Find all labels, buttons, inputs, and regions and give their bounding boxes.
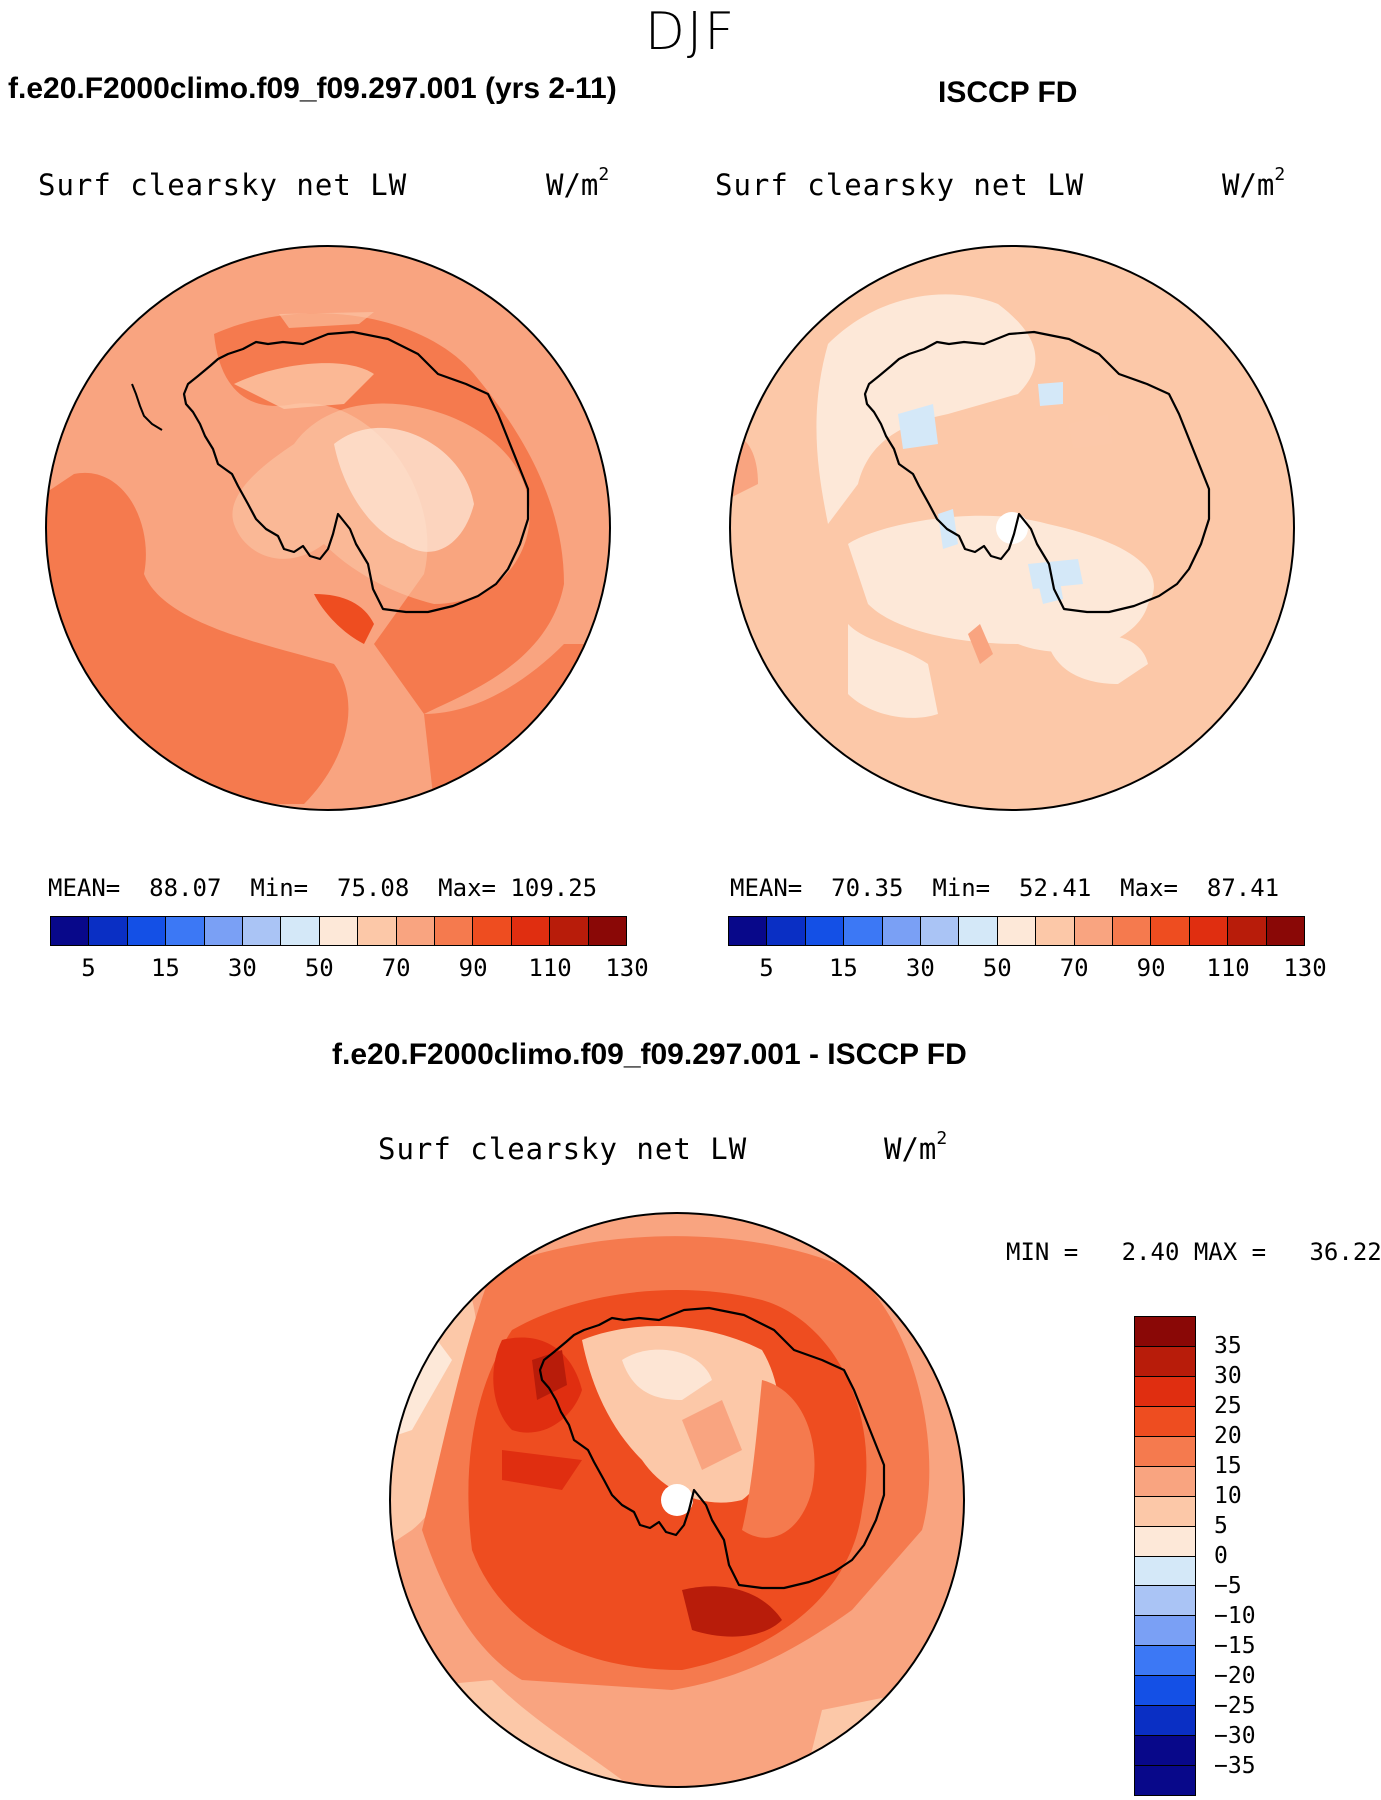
diff-colorbar-tick-label: 20 <box>1214 1423 1242 1449</box>
obs-colorbar-tick-label: 130 <box>1283 954 1327 982</box>
obs-colorbar-tick-label: 90 <box>1136 954 1166 982</box>
obs-colorbar-tick-label: 110 <box>1206 954 1250 982</box>
diff-stats: MIN = 2.40 MAX = 36.22 <box>1006 1238 1381 1266</box>
diff-colorbar-tick-label: 10 <box>1214 1483 1242 1509</box>
diff-colorbar-tick-label: −30 <box>1214 1723 1256 1749</box>
diff-colorbar-swatch <box>1135 1496 1195 1527</box>
obs-colorbar-tick-label: 30 <box>905 954 935 982</box>
diff-variable-label: Surf clearsky net LW <box>378 1132 748 1166</box>
model-colorbar-swatch <box>358 917 397 945</box>
diff-colorbar-swatch <box>1135 1526 1195 1557</box>
diff-colorbar-tick-label: −20 <box>1214 1663 1256 1689</box>
diff-colorbar-swatch <box>1135 1556 1195 1587</box>
diff-colorbar-tick-label: −35 <box>1214 1753 1256 1779</box>
model-colorbar-swatch <box>588 917 627 945</box>
model-colorbar-swatch <box>435 917 474 945</box>
obs-colorbar-swatch <box>882 917 922 945</box>
diff-colorbar-tick-label: −10 <box>1214 1603 1256 1629</box>
diff-colorbar-swatch <box>1135 1466 1195 1497</box>
obs-colorbar-swatch <box>1189 917 1229 945</box>
obs-polar-map <box>718 244 1306 812</box>
model-colorbar-swatch <box>319 917 359 945</box>
diff-colorbar-swatch <box>1135 1646 1195 1677</box>
diff-colorbar-swatch <box>1135 1586 1195 1617</box>
model-colorbar-swatch <box>204 917 244 945</box>
obs-units-label: W/m2 <box>1222 164 1286 202</box>
diff-colorbar-swatch <box>1135 1706 1195 1737</box>
diff-colorbar-tick-label: 35 <box>1214 1333 1242 1359</box>
diff-colorbar-swatch <box>1135 1406 1195 1437</box>
diff-colorbar-tick-label: −5 <box>1214 1573 1242 1599</box>
diff-colorbar-tick-label: −15 <box>1214 1633 1256 1659</box>
diff-colorbar-swatch <box>1135 1676 1195 1707</box>
obs-colorbar-swatch <box>1074 917 1114 945</box>
diff-colorbar-swatch <box>1135 1766 1195 1795</box>
diff-colorbar-labels: 35 30 25 20 15 10 5 0 −5 −10 −15 −20 −25 −30 −35 <box>1214 1316 1334 1796</box>
model-variable-label: Surf clearsky net LW <box>38 168 408 202</box>
diff-colorbar-swatch <box>1135 1346 1195 1377</box>
diff-colorbar-tick-label: 25 <box>1214 1393 1242 1419</box>
obs-colorbar-swatch <box>844 917 883 945</box>
obs-colorbar-swatch <box>1113 917 1152 945</box>
diff-colorbar-swatch <box>1135 1376 1195 1407</box>
diff-colorbar-tick-label: −25 <box>1214 1693 1256 1719</box>
model-colorbar-swatch <box>127 917 167 945</box>
obs-colorbar-swatch <box>997 917 1037 945</box>
model-colorbar-tick-label: 70 <box>381 954 411 982</box>
diff-colorbar-tick-label: 30 <box>1214 1363 1242 1389</box>
diff-colorbar <box>1134 1316 1196 1796</box>
model-colorbar-swatch <box>396 917 436 945</box>
model-colorbar-swatch <box>51 917 90 945</box>
diff-colorbar-swatch <box>1135 1736 1195 1767</box>
diff-colorbar-tick-label: 0 <box>1214 1543 1228 1569</box>
season-title: DJF <box>644 2 737 62</box>
obs-colorbar-tick-label: 15 <box>828 954 858 982</box>
model-colorbar-swatch <box>511 917 551 945</box>
model-colorbar-tick-label: 130 <box>605 954 649 982</box>
obs-colorbar-swatch <box>767 917 806 945</box>
obs-colorbar-tick-label: 70 <box>1059 954 1089 982</box>
obs-colorbar-swatch <box>1266 917 1305 945</box>
obs-colorbar-tick-label: 50 <box>982 954 1012 982</box>
model-colorbar-swatch <box>473 917 512 945</box>
diff-colorbar-swatch <box>1135 1317 1195 1347</box>
obs-colorbar-ticks: 5 15 30 50 70 90 110 130 <box>728 954 1326 984</box>
obs-variable-label: Surf clearsky net LW <box>715 168 1085 202</box>
model-colorbar <box>50 916 627 946</box>
diff-polar-map <box>382 1210 972 1790</box>
model-colorbar-swatch <box>550 917 589 945</box>
model-colorbar-swatch <box>89 917 128 945</box>
obs-colorbar-swatch <box>805 917 845 945</box>
diff-colorbar-swatch <box>1135 1616 1195 1647</box>
model-units-label: W/m2 <box>546 164 610 202</box>
obs-colorbar-swatch <box>1036 917 1075 945</box>
model-colorbar-tick-label: 5 <box>81 954 96 982</box>
diff-colorbar-tick-label: 5 <box>1214 1513 1228 1539</box>
model-polar-map <box>44 244 612 812</box>
obs-colorbar-swatch <box>1151 917 1190 945</box>
diff-units-label: W/m2 <box>884 1128 948 1166</box>
model-colorbar-swatch <box>281 917 320 945</box>
model-colorbar-tick-label: 110 <box>528 954 572 982</box>
obs-colorbar <box>728 916 1305 946</box>
diff-colorbar-tick-label: 15 <box>1214 1453 1242 1479</box>
model-colorbar-tick-label: 50 <box>304 954 334 982</box>
diff-colorbar-swatch <box>1135 1436 1195 1467</box>
obs-colorbar-swatch <box>729 917 768 945</box>
model-panel-title: f.e20.F2000climo.f09_f09.297.001 (yrs 2-… <box>8 72 617 105</box>
model-colorbar-swatch <box>166 917 205 945</box>
obs-stats: MEAN= 70.35 Min= 52.41 Max= 87.41 <box>730 874 1280 902</box>
model-colorbar-ticks: 5 15 30 50 70 90 110 130 <box>50 954 648 984</box>
obs-colorbar-swatch <box>959 917 998 945</box>
obs-colorbar-swatch <box>1228 917 1267 945</box>
obs-colorbar-swatch <box>921 917 960 945</box>
model-colorbar-tick-label: 30 <box>227 954 257 982</box>
diff-panel-title: f.e20.F2000climo.f09_f09.297.001 - ISCCP… <box>332 1038 967 1071</box>
model-colorbar-tick-label: 15 <box>150 954 180 982</box>
obs-colorbar-tick-label: 5 <box>759 954 774 982</box>
model-colorbar-tick-label: 90 <box>458 954 488 982</box>
obs-panel-title: ISCCP FD <box>938 76 1078 109</box>
model-colorbar-swatch <box>243 917 282 945</box>
model-stats: MEAN= 88.07 Min= 75.08 Max= 109.25 <box>48 874 598 902</box>
